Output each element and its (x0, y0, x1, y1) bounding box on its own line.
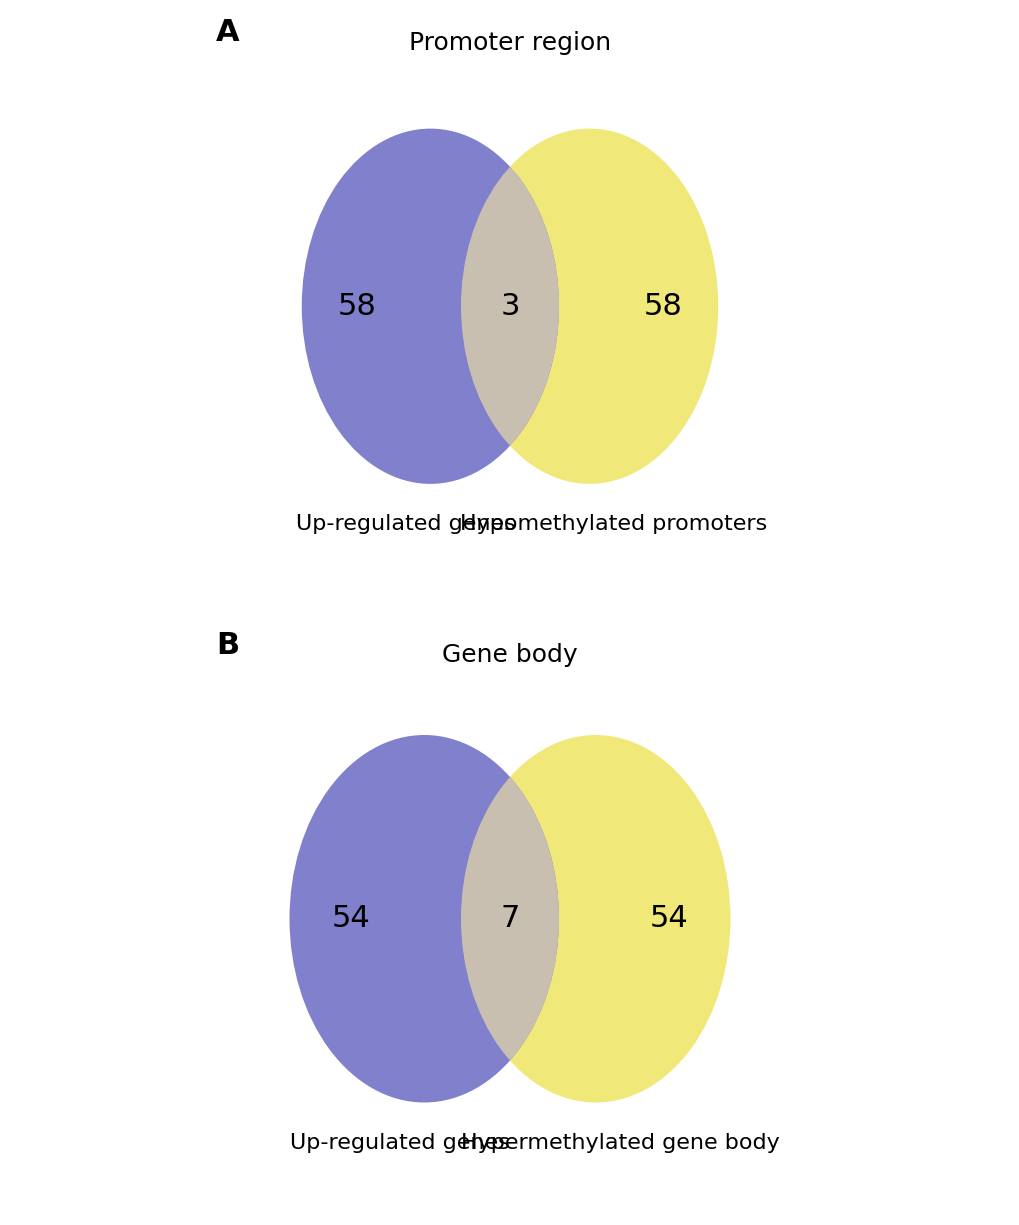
Ellipse shape (302, 129, 558, 484)
Ellipse shape (461, 735, 730, 1102)
Text: Up-regulated genes: Up-regulated genes (296, 514, 516, 534)
Ellipse shape (461, 735, 730, 1102)
Ellipse shape (461, 129, 717, 484)
Text: B: B (216, 631, 238, 660)
Text: Gene body: Gene body (442, 643, 577, 668)
Text: 7: 7 (500, 904, 519, 933)
Text: Promoter region: Promoter region (409, 31, 610, 55)
Ellipse shape (289, 735, 558, 1102)
Text: 3: 3 (499, 292, 520, 321)
Text: Hypermethylated gene body: Hypermethylated gene body (461, 1133, 779, 1153)
Text: 54: 54 (331, 904, 370, 933)
Text: Hypomethylated promoters: Hypomethylated promoters (460, 514, 767, 534)
Text: 54: 54 (649, 904, 688, 933)
Text: 58: 58 (643, 292, 682, 321)
Text: A: A (216, 18, 239, 48)
Ellipse shape (461, 129, 717, 484)
Text: 58: 58 (337, 292, 376, 321)
Text: Up-regulated genes: Up-regulated genes (289, 1133, 510, 1153)
